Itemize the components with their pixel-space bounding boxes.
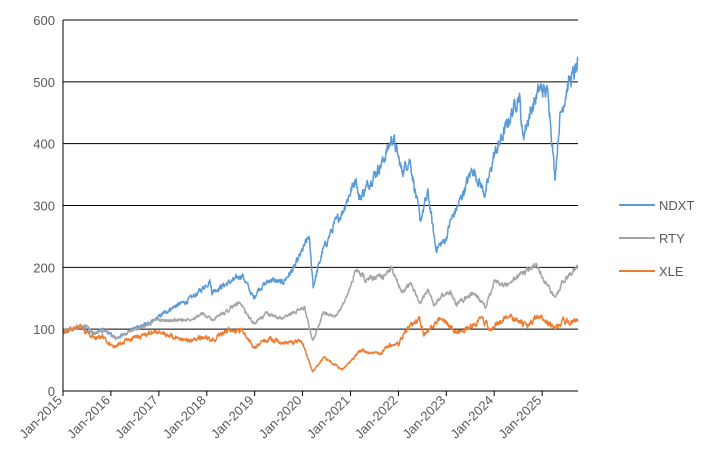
x-tick-label: Jan-2019 bbox=[208, 393, 257, 442]
legend: NDXT RTY XLE bbox=[619, 198, 694, 279]
gridlines bbox=[63, 19, 578, 392]
series-line-xle bbox=[62, 313, 579, 373]
y-tick-label: 0 bbox=[48, 384, 55, 399]
series-line-ndxt bbox=[62, 56, 579, 340]
y-tick-label: 400 bbox=[33, 137, 55, 152]
y-tick-labels: 0 100 200 300 400 500 600 bbox=[33, 13, 55, 399]
y-tick-label: 500 bbox=[33, 75, 55, 90]
y-tick-label: 100 bbox=[33, 322, 55, 337]
x-tick-label: Jan-2016 bbox=[64, 393, 113, 442]
x-tick-label: Jan-2025 bbox=[495, 393, 544, 442]
x-tick-label: Jan-2018 bbox=[160, 393, 209, 442]
x-tick-label: Jan-2020 bbox=[256, 393, 305, 442]
x-tick-label: Jan-2015 bbox=[16, 393, 65, 442]
x-tick-label: Jan-2021 bbox=[304, 393, 353, 442]
y-tick-label: 200 bbox=[33, 260, 55, 275]
y-tick-label: 300 bbox=[33, 199, 55, 214]
axes bbox=[62, 20, 578, 396]
legend-label-xle: XLE bbox=[659, 264, 684, 279]
series-layer bbox=[62, 56, 579, 373]
x-tick-label: Jan-2017 bbox=[112, 393, 161, 442]
legend-label-rty: RTY bbox=[659, 231, 685, 246]
y-tick-label: 600 bbox=[33, 13, 55, 28]
series-line-rty bbox=[62, 262, 579, 342]
x-tick-label: Jan-2022 bbox=[352, 393, 401, 442]
x-tick-label: Jan-2023 bbox=[399, 393, 448, 442]
legend-label-ndxt: NDXT bbox=[659, 198, 694, 213]
x-tick-label: Jan-2024 bbox=[447, 393, 496, 442]
